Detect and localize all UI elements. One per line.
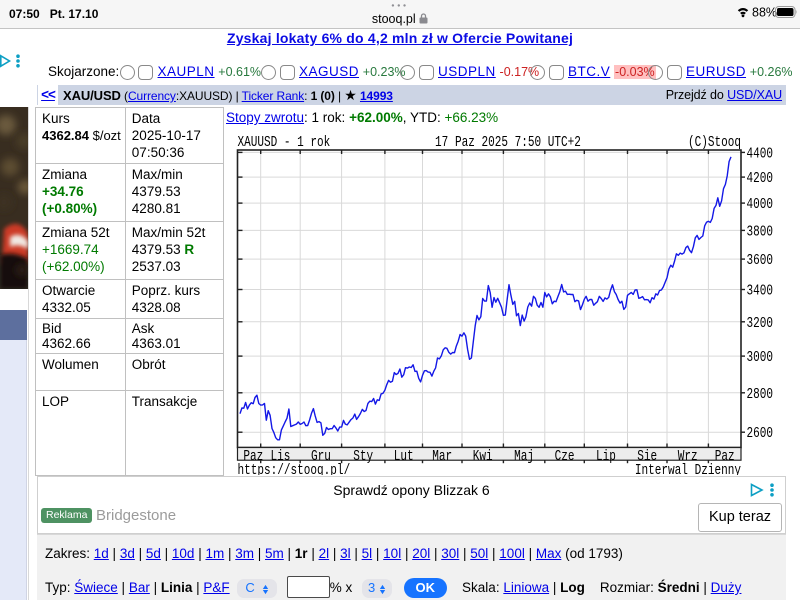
svg-text:4400: 4400: [747, 145, 774, 162]
svg-text:Gru: Gru: [311, 448, 331, 465]
svg-text:https://stooq.pl/: https://stooq.pl/: [238, 462, 351, 475]
svg-text:Lut: Lut: [394, 448, 414, 465]
svg-text:4000: 4000: [747, 196, 774, 213]
svg-text:Cze: Cze: [555, 448, 575, 465]
svg-text:(C)Stooq: (C)Stooq: [688, 134, 741, 151]
svg-text:17 Paz 2025 7:50 UTC+2: 17 Paz 2025 7:50 UTC+2: [435, 134, 581, 151]
svg-text:3000: 3000: [747, 349, 774, 366]
svg-text:Kwi: Kwi: [473, 448, 493, 465]
svg-text:3600: 3600: [747, 252, 774, 269]
svg-text:3200: 3200: [747, 315, 774, 332]
svg-text:Mar: Mar: [432, 448, 452, 465]
svg-text:Wrz: Wrz: [678, 448, 698, 465]
svg-text:Sie: Sie: [637, 448, 657, 465]
svg-text:Paz: Paz: [715, 448, 735, 465]
svg-text:Interwal Dzienny: Interwal Dzienny: [635, 462, 741, 475]
svg-text:3800: 3800: [747, 223, 774, 240]
svg-text:Lip: Lip: [596, 448, 616, 465]
svg-text:2800: 2800: [747, 386, 774, 403]
svg-text:Paz: Paz: [243, 448, 263, 465]
svg-text:88%: 88%: [752, 6, 777, 20]
svg-text:4200: 4200: [747, 170, 774, 187]
svg-text:Lis: Lis: [271, 448, 291, 465]
svg-text:Sty: Sty: [353, 448, 373, 465]
svg-text:Maj: Maj: [514, 448, 534, 465]
svg-text:3400: 3400: [747, 283, 774, 300]
svg-text:XAUUSD - 1 rok: XAUUSD - 1 rok: [238, 134, 331, 151]
svg-text:2600: 2600: [747, 425, 774, 442]
